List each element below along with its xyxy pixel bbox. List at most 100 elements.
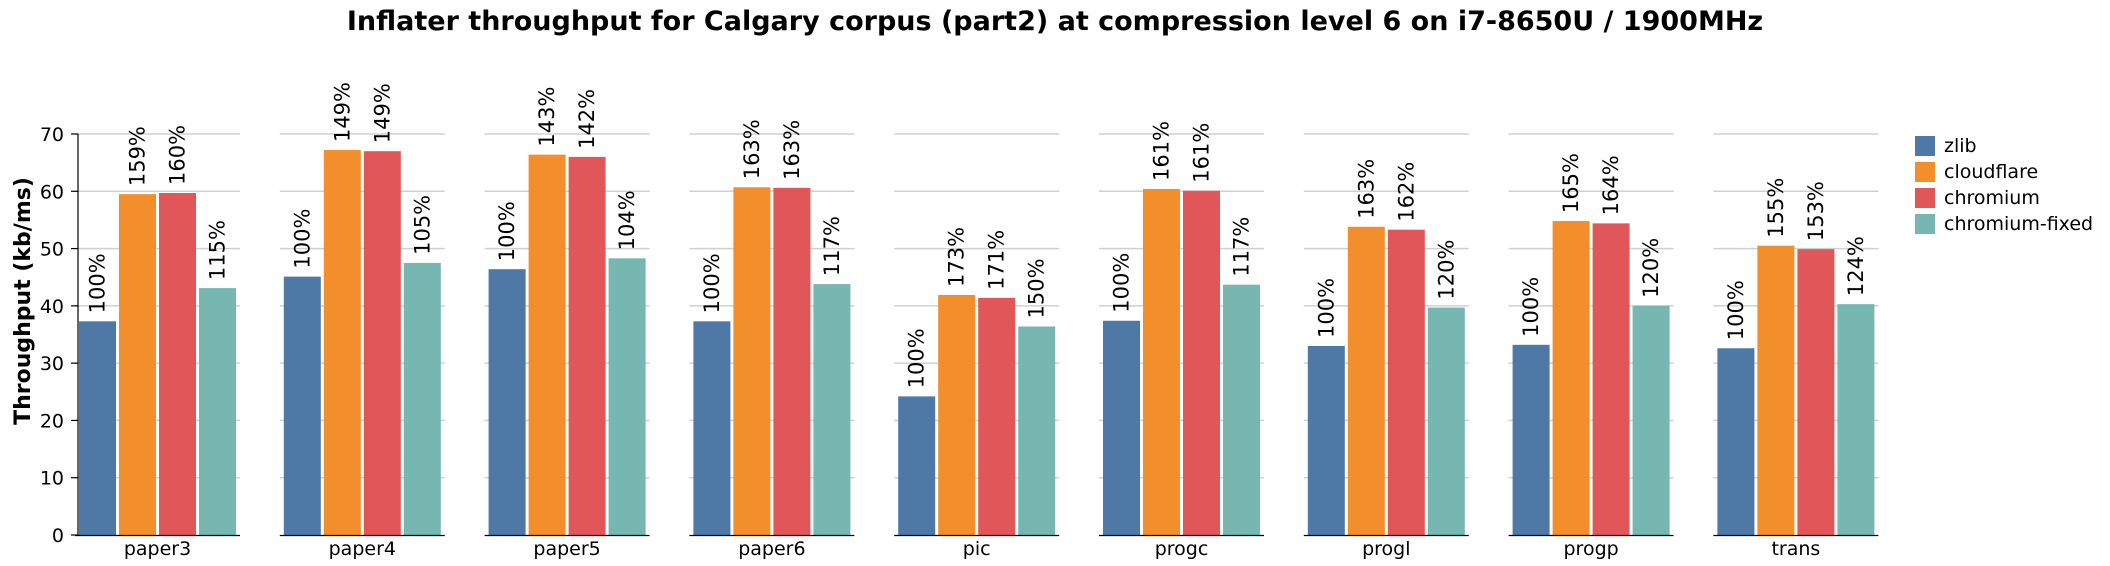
bar-chromium-fixed-paper3 xyxy=(199,288,236,535)
bar-cloudflare-paper5 xyxy=(528,154,566,535)
bar-chromium-paper6 xyxy=(773,187,811,535)
data-label: 124% xyxy=(1844,236,1868,296)
legend-entry: chromium xyxy=(1944,187,2040,209)
bar-chromium-pic xyxy=(978,297,1016,535)
legend-swatch xyxy=(1915,136,1935,156)
data-label: 149% xyxy=(330,82,354,142)
data-label: 164% xyxy=(1599,155,1623,215)
data-label: 153% xyxy=(1804,181,1828,241)
data-label: 142% xyxy=(575,89,599,149)
legend: zlib cloudflare chromium chromium-fixed xyxy=(1915,135,2093,235)
legend-entry: chromium-fixed xyxy=(1944,213,2093,235)
data-label: 150% xyxy=(1025,258,1049,318)
bar-cloudflare-progl xyxy=(1347,226,1385,535)
legend-swatch xyxy=(1915,162,1935,182)
y-tick-label: 0 xyxy=(52,525,64,547)
data-label: 149% xyxy=(370,83,394,143)
bar-zlib-paper6 xyxy=(693,321,731,535)
x-tick-label: progl xyxy=(1362,538,1410,560)
x-tick-label: paper5 xyxy=(533,538,600,560)
bar-cloudflare-progc xyxy=(1143,188,1180,535)
data-label: 162% xyxy=(1394,162,1418,222)
bar-chromium-progl xyxy=(1387,229,1425,535)
bar-chromium-fixed-progl xyxy=(1427,307,1465,535)
y-tick-label: 60 xyxy=(40,181,64,203)
data-label: 161% xyxy=(1190,123,1214,183)
x-tick-label: paper3 xyxy=(124,538,191,560)
bar-zlib-progc xyxy=(1103,320,1140,535)
bar-chromium-trans xyxy=(1797,249,1835,535)
axes: 0 10 20 30 40 50 60 70 paper3 paper4 paper5 paper6 p… xyxy=(40,124,1879,560)
bar-chromium-progc xyxy=(1183,190,1220,535)
data-label: 100% xyxy=(1519,277,1543,337)
y-tick-label: 70 xyxy=(40,124,64,146)
data-label: 100% xyxy=(905,328,929,388)
data-label: 100% xyxy=(1724,280,1748,340)
bar-zlib-trans xyxy=(1717,348,1755,535)
data-label: 165% xyxy=(1559,153,1583,213)
y-axis-label: Throughput (kb/ms) xyxy=(11,177,36,425)
legend-entry: cloudflare xyxy=(1944,161,2038,183)
bar-zlib-paper4 xyxy=(283,276,321,535)
y-tick-label: 30 xyxy=(40,353,64,375)
data-label: 173% xyxy=(945,227,969,287)
y-tick-label: 50 xyxy=(40,239,64,261)
data-label: 117% xyxy=(1230,217,1254,277)
data-label: 100% xyxy=(290,209,314,269)
y-tick-label: 10 xyxy=(40,468,64,490)
legend-entry: zlib xyxy=(1944,135,1977,157)
data-label: 159% xyxy=(126,126,150,186)
bar-zlib-paper3 xyxy=(79,321,116,535)
bar-zlib-pic xyxy=(898,396,936,535)
x-tick-label: progc xyxy=(1155,538,1209,560)
legend-swatch xyxy=(1915,214,1935,234)
data-label: 100% xyxy=(1314,278,1338,338)
data-label: 100% xyxy=(86,253,110,313)
bars xyxy=(79,150,1875,536)
data-label: 100% xyxy=(495,201,519,261)
bar-chromium-progp xyxy=(1592,223,1630,535)
y-tick-label: 40 xyxy=(40,296,64,318)
data-label: 105% xyxy=(410,195,434,255)
bar-chromium-paper3 xyxy=(159,193,196,536)
x-tick-label: progp xyxy=(1563,538,1618,560)
data-label: 120% xyxy=(1434,240,1458,300)
data-label: 143% xyxy=(535,87,559,147)
data-label: 171% xyxy=(985,230,1009,290)
bar-chromium-fixed-progc xyxy=(1223,284,1260,535)
bar-chromium-fixed-progp xyxy=(1632,305,1670,535)
x-tick-label: trans xyxy=(1771,538,1820,560)
y-tick-label: 20 xyxy=(40,410,64,432)
bar-zlib-progl xyxy=(1307,345,1345,535)
data-label: 160% xyxy=(166,125,190,185)
bar-chromium-fixed-paper5 xyxy=(608,258,646,535)
x-tick-label: paper4 xyxy=(329,538,396,560)
bar-cloudflare-paper4 xyxy=(323,150,361,536)
bar-chromium-fixed-paper4 xyxy=(403,262,441,535)
data-label: 163% xyxy=(740,119,764,179)
bar-cloudflare-progp xyxy=(1552,221,1590,535)
bar-cloudflare-trans xyxy=(1757,245,1795,535)
data-label: 104% xyxy=(615,190,639,250)
data-labels: 100% 159% 160% 115% 100% 149% 149% 105% 100% 143%… xyxy=(86,82,1868,388)
bar-chromium-fixed-pic xyxy=(1018,326,1056,535)
bar-chromium-paper5 xyxy=(568,156,606,535)
chart-title: Inflater throughput for Calgary corpus (… xyxy=(347,6,1763,37)
data-label: 120% xyxy=(1639,238,1663,298)
legend-swatch xyxy=(1915,188,1935,208)
data-label: 163% xyxy=(780,120,804,180)
bar-cloudflare-pic xyxy=(938,294,976,535)
data-label: 161% xyxy=(1150,121,1174,181)
bar-cloudflare-paper6 xyxy=(733,187,771,536)
data-label: 100% xyxy=(700,253,724,313)
bar-cloudflare-paper3 xyxy=(119,194,156,535)
bar-chromium-fixed-trans xyxy=(1837,304,1875,535)
x-tick-label: paper6 xyxy=(738,538,805,560)
data-label: 117% xyxy=(820,216,844,276)
data-label: 100% xyxy=(1110,253,1134,313)
bar-chromium-paper4 xyxy=(363,151,401,535)
bar-zlib-progp xyxy=(1512,344,1550,535)
bar-zlib-paper5 xyxy=(488,269,526,535)
bar-chromium-fixed-paper6 xyxy=(813,284,851,535)
